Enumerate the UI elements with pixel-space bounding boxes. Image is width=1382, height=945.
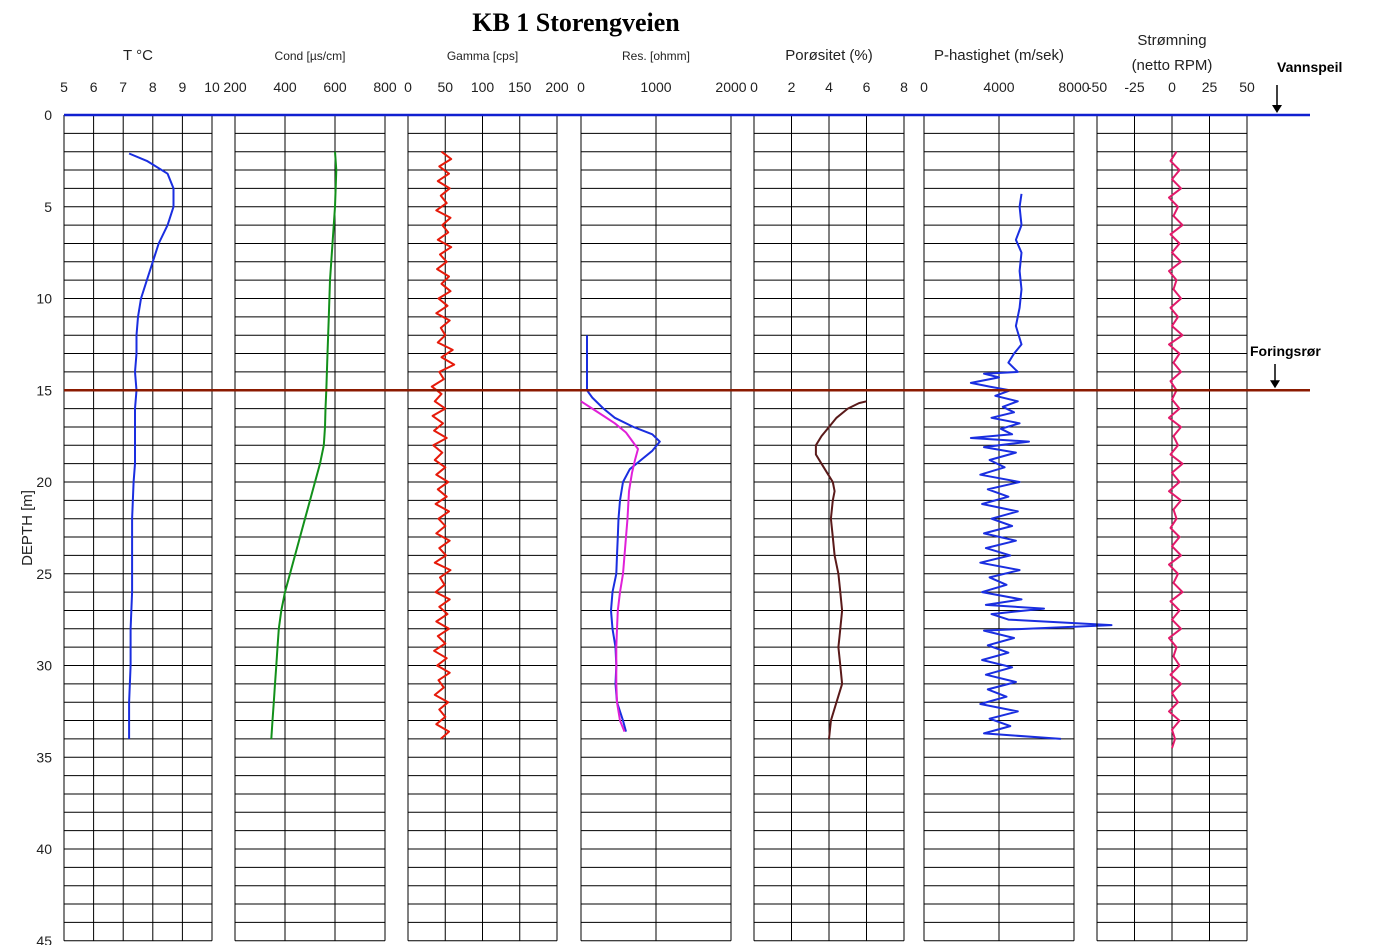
track-header: Gamma [cps] <box>447 49 518 63</box>
x-tick-label: 100 <box>471 79 495 95</box>
series-line <box>580 400 639 732</box>
track-cond: 200 400 600 800 Cond [µs/cm] <box>223 49 397 942</box>
track-header: Strømning <box>1137 32 1206 49</box>
track-res: 0 1000 2000 Res. [ohmm] <box>577 49 747 942</box>
x-tick-label: 2 <box>788 79 796 95</box>
x-tick-label: 7 <box>119 79 127 95</box>
track-header: Porøsitet (%) <box>785 47 873 64</box>
x-tick-label: 8 <box>900 79 908 95</box>
x-tick-label: 50 <box>437 79 453 95</box>
chart-title: KB 1 Storengveien <box>472 8 680 37</box>
x-tick-label: -50 <box>1087 79 1107 95</box>
y-tick-label: 5 <box>44 199 52 215</box>
y-axis-label: DEPTH [m] <box>19 490 36 566</box>
x-tick-label: 400 <box>273 79 297 95</box>
track-flow: -50 -25 0 25 50 Strømning (netto RPM) <box>1087 32 1255 942</box>
y-tick-label: 15 <box>36 382 52 398</box>
x-tick-label: 200 <box>545 79 569 95</box>
x-tick-label: 25 <box>1202 79 1218 95</box>
track-header: Res. [ohmm] <box>622 49 690 63</box>
x-tick-label: -25 <box>1124 79 1144 95</box>
water-level-label: Vannspeil <box>1277 59 1342 75</box>
arrow-icon <box>1270 380 1280 389</box>
track-header: Cond [µs/cm] <box>275 49 346 63</box>
track-header: P-hastighet (m/sek) <box>934 47 1064 64</box>
x-tick-label: 800 <box>373 79 397 95</box>
y-tick-label: 40 <box>36 841 52 857</box>
y-tick-label: 25 <box>36 566 52 582</box>
y-tick-label: 0 <box>44 107 52 123</box>
x-tick-label: 4000 <box>983 79 1014 95</box>
x-tick-label: 8000 <box>1058 79 1089 95</box>
y-tick-label: 10 <box>36 291 52 307</box>
x-tick-label: 200 <box>223 79 247 95</box>
y-tick-label: 45 <box>36 933 52 945</box>
track-gamma: 0 50 100 150 200 Gamma [cps] <box>404 49 569 942</box>
depth-annotations: Vannspeil Foringsrør <box>64 59 1342 392</box>
x-tick-label: 6 <box>90 79 98 95</box>
x-tick-label: 0 <box>404 79 412 95</box>
series-line <box>128 152 175 739</box>
x-tick-label: 0 <box>750 79 758 95</box>
series-line <box>814 400 867 740</box>
x-tick-label: 2000 <box>715 79 746 95</box>
x-tick-label: 6 <box>863 79 871 95</box>
x-tick-label: 9 <box>179 79 187 95</box>
track-header: (netto RPM) <box>1132 57 1213 74</box>
track-por: 0 2 4 6 8 Porøsitet (%) <box>750 47 908 942</box>
x-tick-label: 600 <box>323 79 347 95</box>
arrow-icon <box>1272 105 1282 113</box>
series-line <box>270 151 338 739</box>
track-temp: 5 6 7 8 9 10 T °C <box>60 47 220 942</box>
x-tick-label: 1000 <box>640 79 671 95</box>
x-tick-label: 4 <box>825 79 833 95</box>
series-line <box>586 335 661 732</box>
x-tick-label: 0 <box>1168 79 1176 95</box>
x-tick-label: 10 <box>204 79 220 95</box>
x-tick-label: 5 <box>60 79 68 95</box>
x-tick-label: 0 <box>920 79 928 95</box>
y-axis-ticks: 0 5 10 15 20 25 30 35 40 45 <box>36 107 52 945</box>
track-pvel: 0 4000 8000 P-hastighet (m/sek) <box>920 47 1113 942</box>
track-header: T °C <box>123 47 153 64</box>
casing-label: Foringsrør <box>1250 343 1321 359</box>
y-tick-label: 30 <box>36 658 52 674</box>
x-tick-label: 50 <box>1239 79 1255 95</box>
x-tick-label: 150 <box>508 79 532 95</box>
y-tick-label: 35 <box>36 749 52 765</box>
x-tick-label: 0 <box>577 79 585 95</box>
x-tick-label: 8 <box>149 79 157 95</box>
series-line <box>1168 151 1184 749</box>
series-line <box>430 150 456 740</box>
y-tick-label: 20 <box>36 474 52 490</box>
series-line <box>969 193 1113 740</box>
